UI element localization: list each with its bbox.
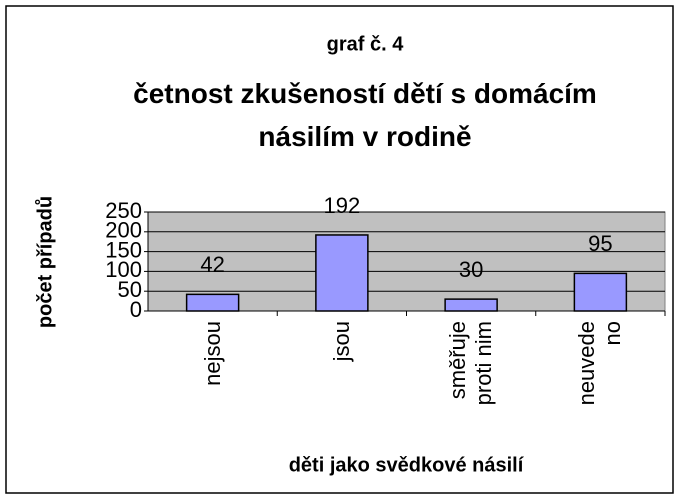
y-axis-title: počet případů: [34, 196, 56, 328]
y-tick-label: 100: [105, 257, 142, 282]
y-tick-label: 250: [105, 198, 142, 223]
bar: [444, 298, 498, 312]
x-tick-label: jsou: [328, 321, 354, 362]
chart-subtitle: četnost zkušeností dětí s domácím násilí…: [133, 78, 597, 152]
bar: [573, 272, 628, 312]
y-tick-label: 50: [118, 277, 142, 302]
y-tick-label: 0: [130, 297, 142, 322]
x-tick-label: neuvede no: [574, 321, 626, 406]
y-tick-label: 200: [105, 218, 142, 243]
bar: [315, 234, 369, 312]
bar: [185, 293, 240, 312]
y-tick-label: 150: [105, 237, 142, 262]
data-label: 192: [324, 193, 361, 218]
x-axis-title: děti jako svědkové násilí: [289, 454, 525, 476]
data-label: 42: [200, 252, 224, 277]
x-tick-label: směřuje proti nim: [445, 321, 497, 406]
data-label: 95: [588, 231, 612, 256]
data-label: 30: [459, 257, 483, 282]
chart-title: graf č. 4: [327, 33, 405, 55]
frame: [5, 5, 674, 494]
x-tick-label: nejsou: [199, 321, 225, 386]
